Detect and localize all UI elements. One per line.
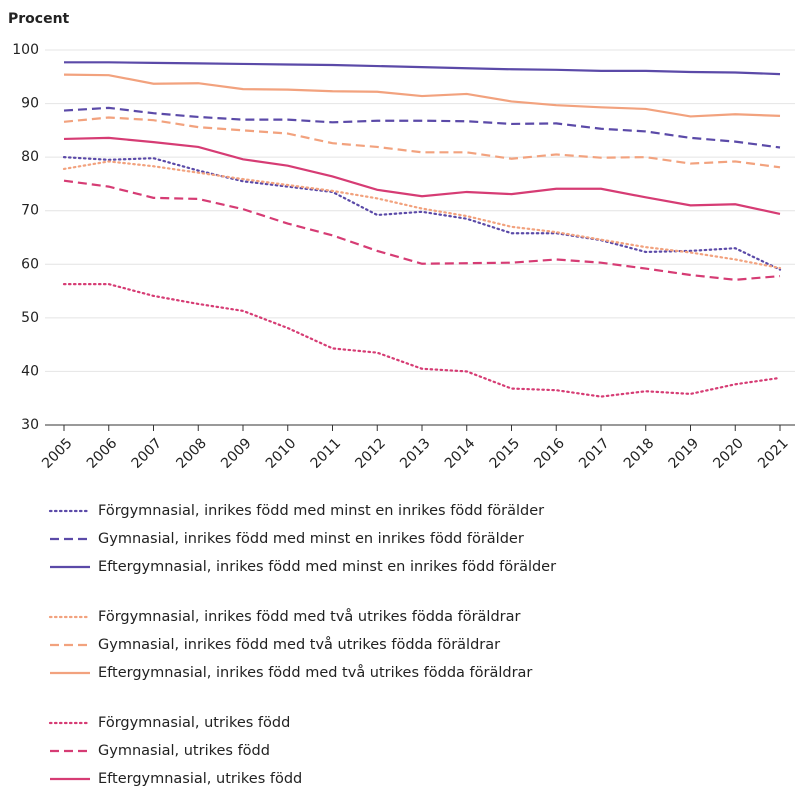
y-tick-label: 100 (12, 42, 39, 58)
y-tick-label: 90 (21, 96, 39, 112)
series-line (62, 160, 782, 270)
x-tick-label: 2015 (487, 435, 524, 472)
y-tick-label: 60 (21, 256, 39, 272)
x-tick-label: 2013 (397, 435, 434, 472)
y-axis-label: Procent (8, 11, 70, 27)
x-tick-label: 2018 (621, 435, 658, 472)
x-tick-label: 2010 (263, 435, 300, 472)
x-tick-label: 2009 (218, 435, 255, 472)
legend-label: Förgymnasial, inrikes född med två utrik… (98, 608, 520, 625)
y-tick-label: 80 (21, 149, 39, 165)
legend-label: Eftergymnasial, inrikes född med minst e… (98, 559, 556, 575)
legend-label: Gymnasial, utrikes född (98, 743, 270, 759)
x-tick-label: 2014 (442, 435, 479, 472)
series-line (62, 283, 782, 398)
y-tick-label: 50 (21, 310, 39, 326)
x-tick-label: 2012 (352, 435, 389, 472)
legend-label: Förgymnasial, inrikes född med minst en … (98, 503, 544, 519)
x-tick-label: 2020 (710, 435, 747, 472)
series-line (63, 116, 781, 169)
x-tick-label: 2016 (531, 435, 568, 472)
series-line (64, 61, 781, 76)
series-line (63, 136, 781, 216)
y-tick-label: 70 (21, 203, 39, 219)
legend-label: Eftergymnasial, inrikes född med två utr… (98, 664, 532, 681)
y-tick-label: 40 (21, 363, 39, 379)
x-tick-label: 2021 (755, 435, 792, 472)
y-tick-label: 30 (21, 417, 39, 433)
series-line (63, 106, 781, 149)
x-tick-label: 2017 (576, 435, 613, 472)
x-tick-label: 2007 (129, 435, 166, 472)
x-tick-label: 2008 (173, 435, 210, 472)
series-line (63, 179, 781, 281)
series-line (63, 73, 781, 118)
x-tick-label: 2019 (666, 435, 703, 472)
legend-label: Gymnasial, inrikes född med minst en inr… (98, 531, 524, 547)
legend-label: Eftergymnasial, utrikes född (98, 771, 302, 787)
series-line (62, 156, 782, 271)
x-tick-label: 2006 (84, 435, 121, 472)
x-tick-label: 2011 (308, 435, 345, 472)
x-tick-label: 2005 (39, 435, 76, 472)
legend-label: Förgymnasial, utrikes född (98, 715, 290, 731)
legend-label: Gymnasial, inrikes född med två utrikes … (98, 636, 500, 653)
